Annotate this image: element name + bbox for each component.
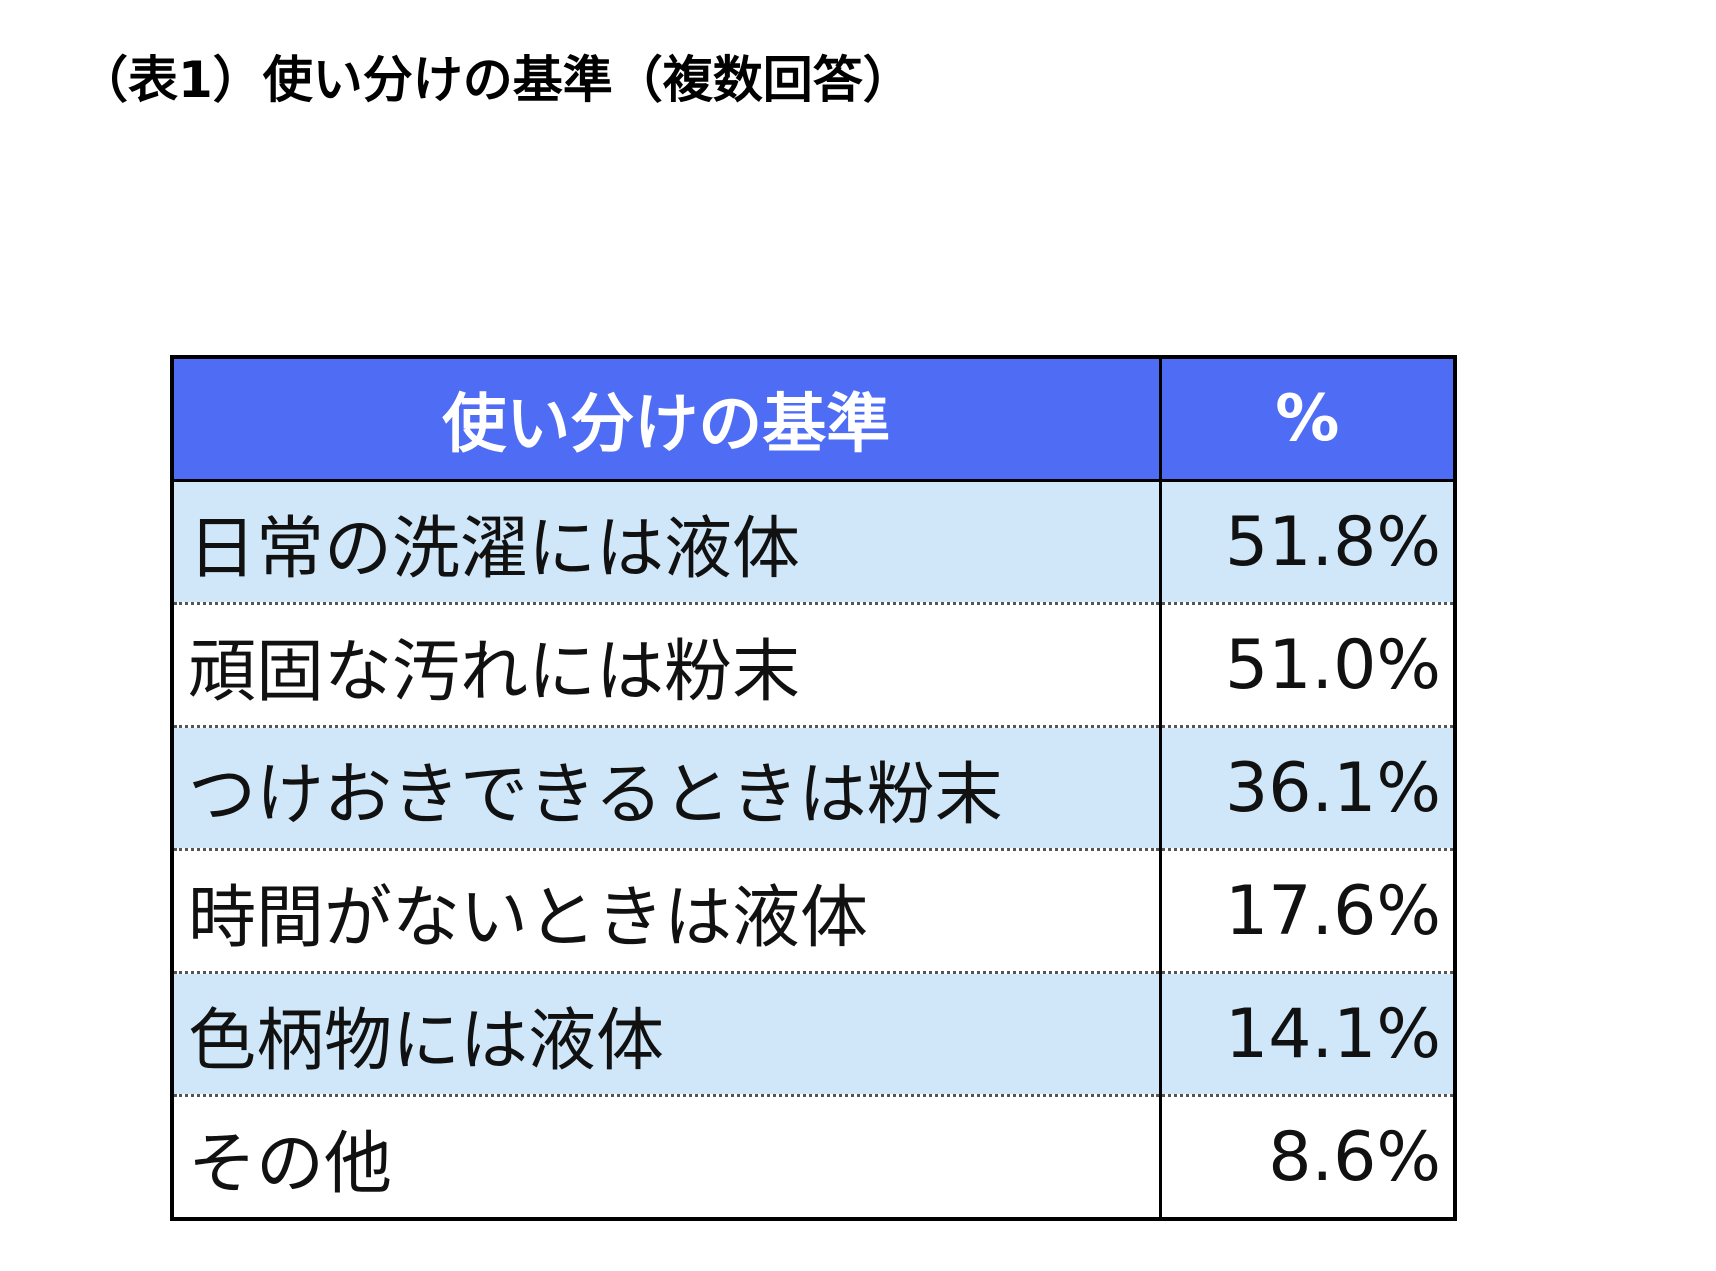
row-value: 17.6% [1160, 849, 1455, 974]
table-row: 時間がないときは液体 17.6% [172, 849, 1455, 974]
row-label: 時間がないときは液体 [172, 849, 1162, 974]
table-row: 色柄物には液体 14.1% [172, 972, 1455, 1097]
row-value: 36.1% [1160, 726, 1455, 851]
table-row: 頑固な汚れには粉末 51.0% [172, 603, 1455, 728]
row-value: 14.1% [1160, 972, 1455, 1097]
row-label: 頑固な汚れには粉末 [172, 603, 1162, 728]
table-row: その他 8.6% [172, 1095, 1455, 1219]
header-criteria: 使い分けの基準 [172, 357, 1162, 482]
table-row: つけおきできるときは粉末 36.1% [172, 726, 1455, 851]
row-label: 日常の洗濯には液体 [172, 480, 1162, 605]
table-header-row: 使い分けの基準 % [172, 357, 1455, 482]
row-value: 51.8% [1160, 480, 1455, 605]
header-percent: % [1160, 357, 1455, 482]
results-table-container: 使い分けの基準 % 日常の洗濯には液体 51.8% 頑固な汚れには粉末 51.0… [170, 355, 1457, 1221]
row-value: 8.6% [1160, 1095, 1455, 1219]
row-value: 51.0% [1160, 603, 1455, 728]
table-row: 日常の洗濯には液体 51.8% [172, 480, 1455, 605]
row-label: その他 [172, 1095, 1162, 1219]
row-label: 色柄物には液体 [172, 972, 1162, 1097]
table-caption: （表1）使い分けの基準（複数回答） [78, 51, 913, 109]
results-table: 使い分けの基準 % 日常の洗濯には液体 51.8% 頑固な汚れには粉末 51.0… [170, 355, 1457, 1221]
row-label: つけおきできるときは粉末 [172, 726, 1162, 851]
